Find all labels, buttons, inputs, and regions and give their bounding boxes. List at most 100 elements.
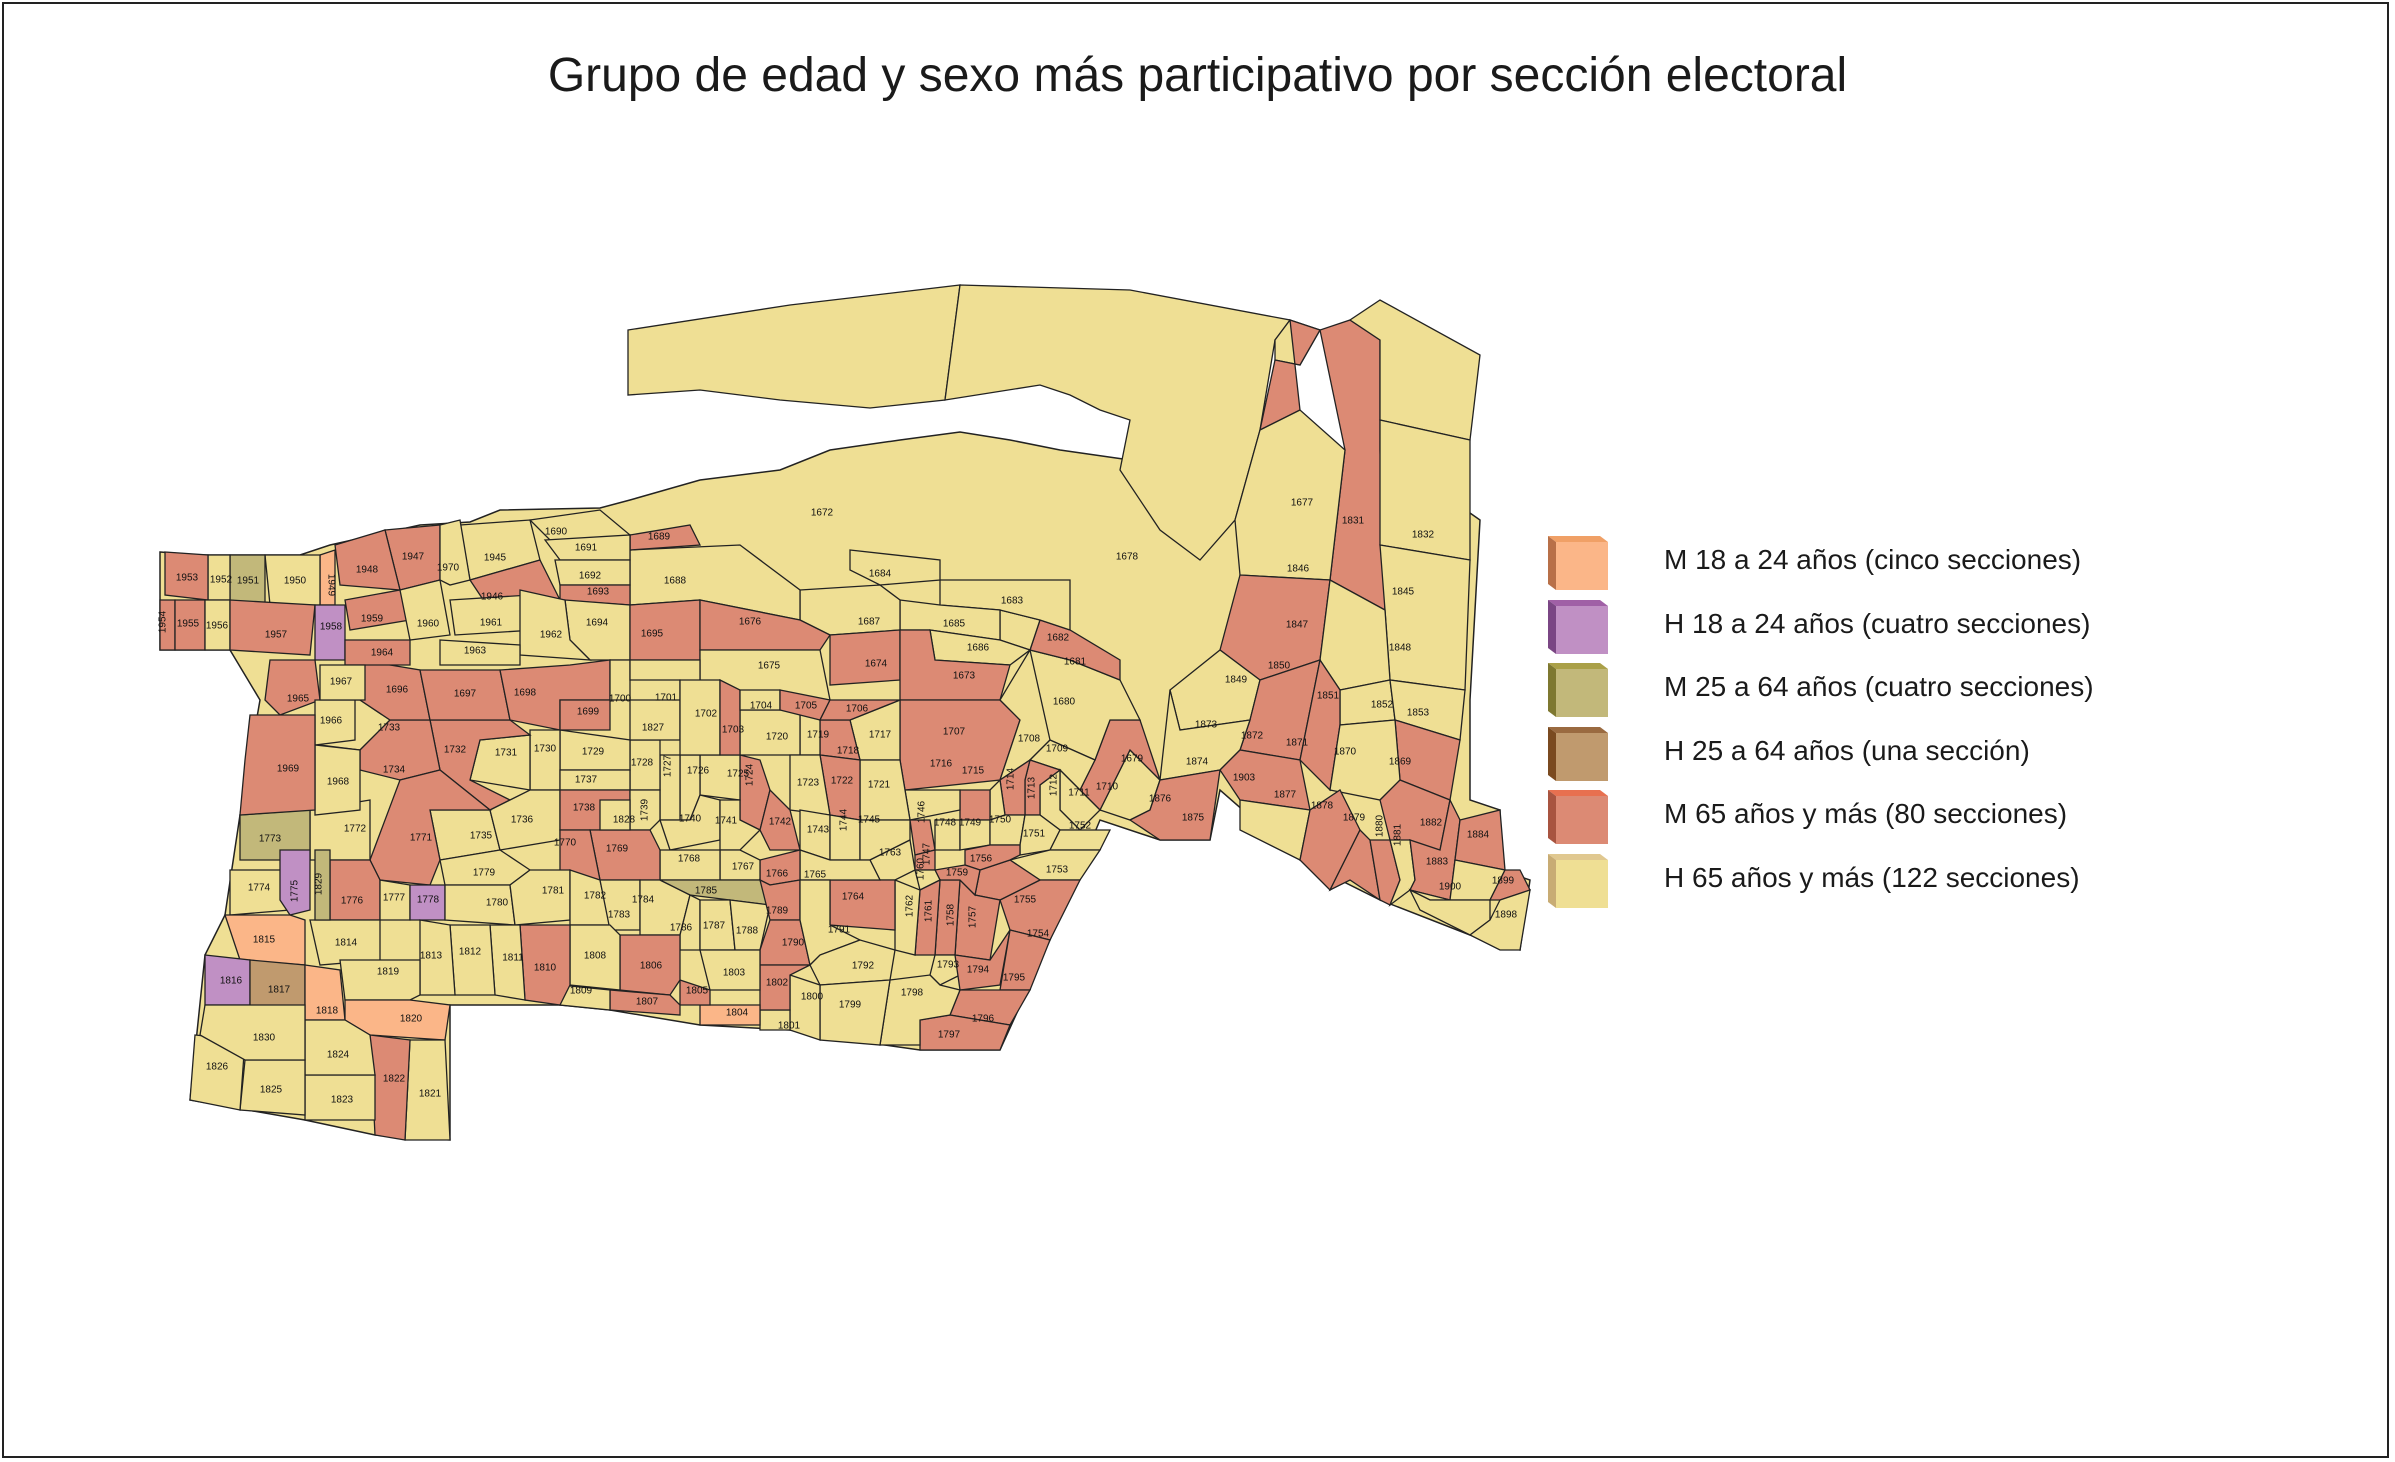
section-label-1798: 1798 — [901, 988, 924, 999]
section-label-1769: 1769 — [606, 844, 629, 855]
section-label-1721: 1721 — [868, 780, 891, 791]
section-label-1959: 1959 — [361, 614, 384, 625]
section-1960 — [399, 579, 451, 641]
section-label-1756: 1756 — [970, 854, 993, 865]
section-1672 — [627, 284, 961, 409]
section-label-1875: 1875 — [1182, 813, 1205, 824]
section-label-1678: 1678 — [1116, 552, 1139, 563]
section-label-1730: 1730 — [534, 744, 557, 755]
section-label-1731: 1731 — [495, 748, 518, 759]
section-label-1758: 1758 — [946, 903, 957, 926]
section-1715 — [959, 789, 991, 821]
section-1965 — [264, 659, 321, 716]
section-label-1826: 1826 — [206, 1062, 229, 1073]
section-label-1686: 1686 — [967, 643, 990, 654]
section-label-1899: 1899 — [1492, 876, 1515, 887]
section-1957 — [229, 599, 316, 656]
section-label-1717: 1717 — [869, 730, 892, 741]
section-label-1801: 1801 — [778, 1021, 801, 1032]
section-label-1690: 1690 — [545, 527, 568, 538]
legend-swatch-h25 — [1548, 726, 1608, 781]
section-label-1682: 1682 — [1047, 633, 1070, 644]
section-label-1963: 1963 — [464, 646, 487, 657]
section-label-1814: 1814 — [335, 938, 358, 949]
section-label-1870: 1870 — [1334, 747, 1357, 758]
section-label-1714: 1714 — [1006, 767, 1017, 790]
section-label-1679: 1679 — [1121, 754, 1144, 765]
section-label-1898: 1898 — [1495, 910, 1518, 921]
section-label-1753: 1753 — [1046, 865, 1069, 876]
section-label-1745: 1745 — [858, 815, 881, 826]
legend-swatch-h18 — [1548, 599, 1608, 654]
section-label-1806: 1806 — [640, 961, 663, 972]
section-label-1724: 1724 — [745, 763, 756, 786]
section-label-1795: 1795 — [1003, 973, 1026, 984]
section-1742 — [759, 788, 801, 851]
section-label-1732: 1732 — [444, 745, 467, 756]
section-label-1949: 1949 — [325, 574, 336, 597]
section-label-1807: 1807 — [636, 997, 659, 1008]
section-label-1969: 1969 — [277, 764, 300, 775]
section-label-1945: 1945 — [484, 553, 507, 564]
section-label-1812: 1812 — [459, 947, 482, 958]
sections-layer — [159, 284, 1531, 1141]
section-label-1742: 1742 — [769, 817, 792, 828]
section-label-1697: 1697 — [454, 689, 477, 700]
section-label-1777: 1777 — [383, 893, 406, 904]
section-label-1815: 1815 — [253, 935, 276, 946]
section-1827 — [629, 699, 681, 741]
section-label-1738: 1738 — [573, 803, 596, 814]
section-label-1797: 1797 — [938, 1030, 961, 1041]
section-label-1883: 1883 — [1426, 857, 1449, 868]
section-label-1830: 1830 — [253, 1033, 276, 1044]
section-label-1820: 1820 — [400, 1014, 423, 1025]
section-1793 — [929, 954, 961, 986]
section-label-1710: 1710 — [1096, 782, 1119, 793]
section-label-1675: 1675 — [758, 661, 781, 672]
section-label-1718: 1718 — [837, 746, 860, 757]
section-1822 — [369, 1034, 411, 1141]
section-label-1851: 1851 — [1317, 691, 1340, 702]
section-1752 — [1048, 829, 1112, 851]
section-1700 — [609, 659, 631, 701]
section-label-1774: 1774 — [248, 883, 271, 894]
section-label-1693: 1693 — [587, 587, 610, 598]
section-label-1796: 1796 — [972, 1014, 995, 1025]
section-1848 — [1379, 544, 1471, 691]
section-label-1765: 1765 — [804, 870, 827, 881]
section-label-1876: 1876 — [1149, 794, 1172, 805]
section-label-1702: 1702 — [695, 709, 718, 720]
section-label-1685: 1685 — [943, 619, 966, 630]
section-label-1736: 1736 — [511, 815, 534, 826]
section-label-1725: 1725 — [727, 769, 750, 780]
section-label-1952: 1952 — [210, 575, 233, 586]
section-label-1763: 1763 — [879, 848, 902, 859]
section-label-1825: 1825 — [260, 1085, 283, 1096]
section-label-1695: 1695 — [641, 629, 664, 640]
section-label-1953: 1953 — [176, 573, 199, 584]
section-label-1828: 1828 — [613, 815, 636, 826]
section-label-1726: 1726 — [687, 766, 710, 777]
section-label-1879: 1879 — [1343, 813, 1366, 824]
legend-label: M 25 a 64 años (cuatro secciones) — [1664, 671, 2094, 702]
section-label-1746: 1746 — [917, 800, 928, 823]
section-label-1884: 1884 — [1467, 830, 1490, 841]
section-label-1722: 1722 — [831, 776, 854, 787]
section-1899 — [1488, 869, 1531, 901]
section-label-1781: 1781 — [542, 886, 565, 897]
section-1877 — [1239, 799, 1311, 861]
legend-item-h25: H 25 a 64 años (una sección) — [1548, 725, 2248, 785]
section-1676 — [699, 599, 831, 651]
section-label-1741: 1741 — [715, 816, 738, 827]
section-label-1712: 1712 — [1049, 773, 1060, 796]
legend-item-m18: M 18 a 24 años (cinco secciones) — [1548, 534, 2248, 594]
section-1776 — [329, 859, 381, 921]
section-label-1688: 1688 — [664, 576, 687, 587]
section-label-1770: 1770 — [554, 838, 577, 849]
section-label-1674: 1674 — [865, 659, 888, 670]
section-label-1848: 1848 — [1389, 643, 1412, 654]
section-label-1956: 1956 — [206, 621, 229, 632]
section-label-1759: 1759 — [946, 868, 969, 879]
section-label-1850: 1850 — [1268, 661, 1291, 672]
section-label-1762: 1762 — [905, 894, 916, 917]
